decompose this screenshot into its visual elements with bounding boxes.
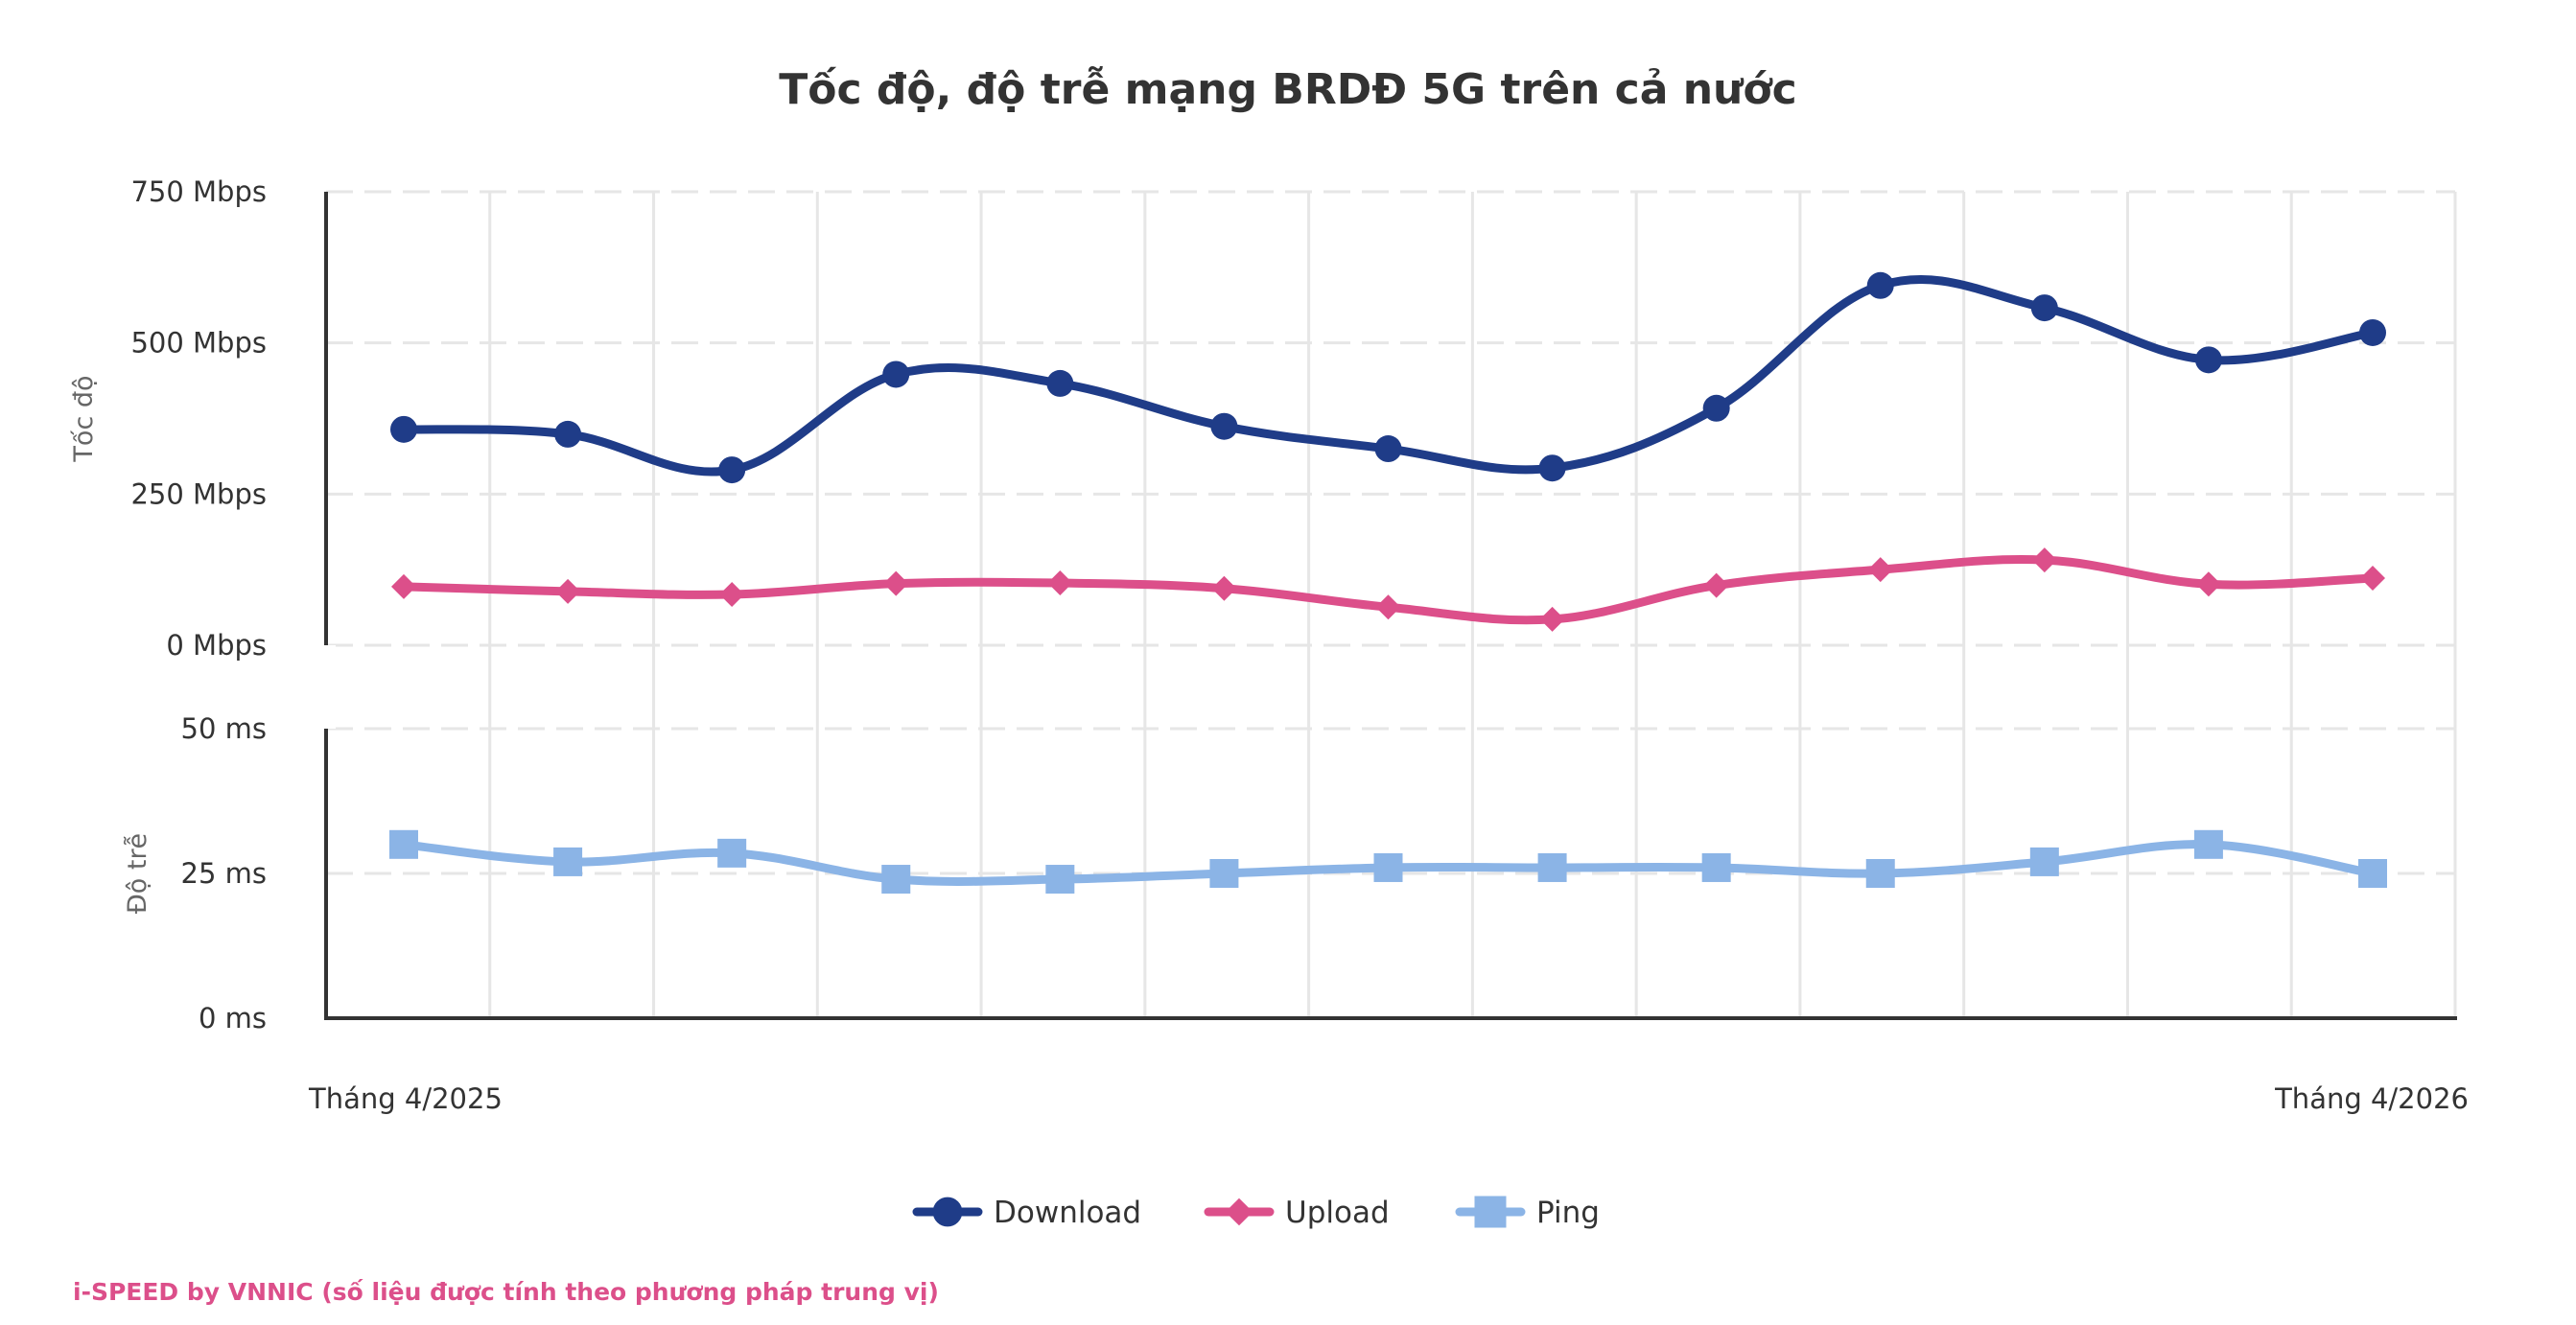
data-point (1047, 570, 1073, 596)
series-download (390, 271, 2386, 484)
data-point (1374, 435, 1402, 463)
data-point (2193, 829, 2223, 859)
data-point (2030, 294, 2058, 322)
axis-break (316, 645, 336, 729)
data-point (554, 420, 582, 448)
tick-labels: 0 Mbps 250 Mbps 500 Mbps 750 Mbps Tốc độ 0 ms… (69, 175, 2469, 1115)
data-point (2194, 346, 2222, 374)
data-point (1211, 575, 1237, 601)
y-tick-label: 500 Mbps (130, 327, 267, 360)
data-point (1537, 852, 1567, 882)
data-point (2195, 571, 2221, 597)
data-point (718, 456, 746, 484)
legend-marker (1474, 1196, 1507, 1228)
data-point (2359, 318, 2386, 346)
y-axis-title: Tốc độ (69, 375, 99, 462)
series (389, 271, 2387, 895)
legend-marker (1225, 1197, 1253, 1226)
legend: Download Upload Ping (912, 1196, 1600, 1230)
y-tick-label: 0 ms (199, 1002, 267, 1034)
data-point (390, 415, 417, 443)
data-point (1538, 454, 1566, 482)
data-point (2031, 547, 2057, 573)
legend-label: Upload (1285, 1196, 1390, 1230)
data-point (1866, 271, 1894, 299)
data-point (2360, 565, 2385, 591)
y-tick-label: 750 Mbps (130, 175, 267, 208)
grid (326, 190, 2457, 1020)
data-point (883, 570, 909, 596)
y-tick-label: 0 Mbps (166, 629, 267, 662)
y-axis-title: Độ trễ (123, 833, 152, 914)
legend-item-upload[interactable]: Upload (1204, 1196, 1390, 1230)
data-point (555, 578, 581, 604)
axes (316, 192, 2457, 1020)
data-point (1375, 594, 1401, 620)
y-tick-label: 250 Mbps (130, 477, 267, 510)
data-point (389, 829, 418, 859)
data-point (1701, 852, 1731, 882)
data-point (882, 360, 910, 388)
data-point (1703, 572, 1729, 598)
data-point (1867, 557, 1893, 583)
data-point (1539, 606, 1565, 632)
series-ping (389, 829, 2387, 895)
data-point (1210, 412, 1238, 440)
legend-item-download[interactable]: Download (912, 1196, 1141, 1230)
legend-label: Ping (1536, 1196, 1600, 1230)
data-point (2358, 859, 2387, 888)
data-point (1209, 859, 1239, 888)
y-tick-label: 25 ms (181, 857, 267, 890)
x-tick-label: Tháng 4/2025 (308, 1082, 503, 1115)
data-point (553, 847, 583, 876)
data-point (391, 573, 416, 599)
legend-marker (932, 1197, 963, 1227)
data-point (1046, 369, 1074, 397)
y-tick-label: 50 ms (181, 712, 267, 745)
data-point (717, 838, 747, 868)
source-credit: i-SPEED by VNNIC (số liệu được tính theo… (73, 1278, 939, 1306)
data-point (1702, 394, 1730, 422)
x-tick-label: Tháng 4/2026 (2274, 1082, 2469, 1115)
chart-title: Tốc độ, độ trễ mạng BRDĐ 5G trên cả nước (779, 65, 1796, 114)
data-point (1865, 859, 1895, 888)
data-point (719, 582, 745, 608)
legend-label: Download (994, 1196, 1141, 1230)
data-point (1045, 865, 1075, 895)
data-point (2029, 847, 2059, 876)
series-upload (391, 547, 2385, 632)
legend-item-ping[interactable]: Ping (1455, 1196, 1600, 1230)
data-point (881, 865, 911, 895)
data-point (1373, 852, 1403, 882)
